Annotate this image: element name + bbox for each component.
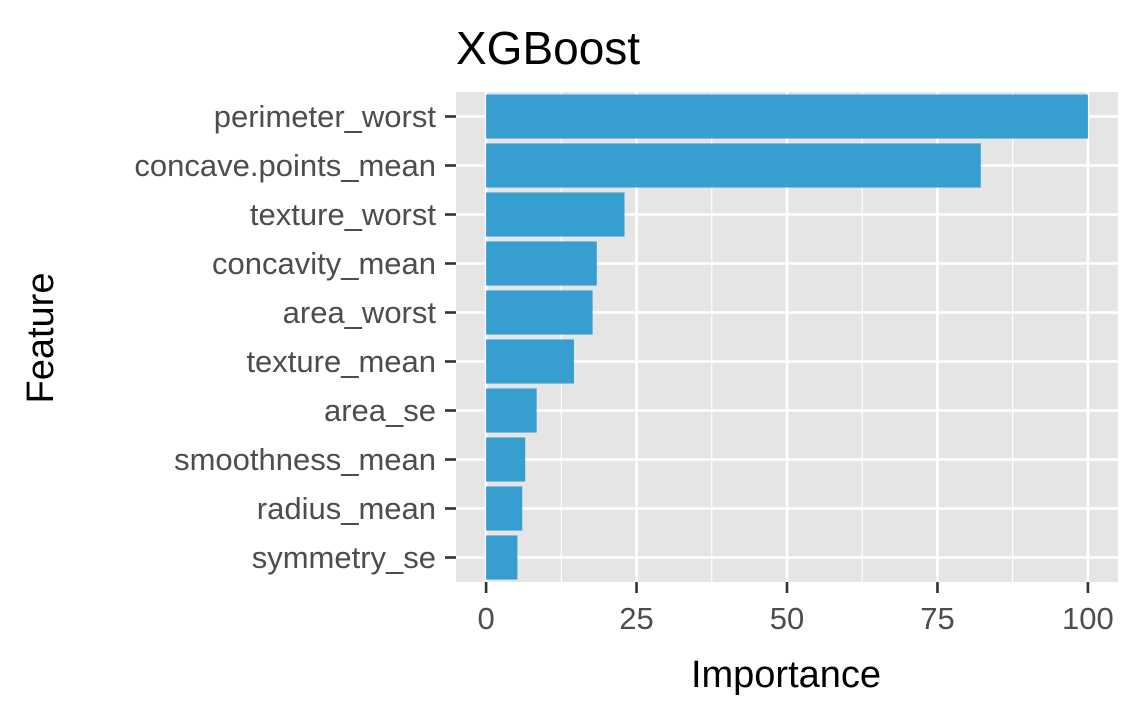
y-tick-label: smoothness_mean	[174, 442, 436, 477]
x-tick-label: 25	[619, 601, 653, 636]
bar	[486, 486, 523, 531]
x-axis-title: Importance	[691, 654, 881, 696]
y-tick-label: area_se	[324, 393, 436, 428]
x-tick-label: 50	[770, 601, 804, 636]
bar	[486, 192, 625, 237]
x-tick-label: 0	[477, 601, 494, 636]
y-tick-label: concave.points_mean	[134, 148, 436, 183]
y-tick-label: texture_worst	[250, 197, 436, 232]
bar	[486, 241, 597, 286]
bar	[486, 437, 526, 482]
y-axis-title: Feature	[20, 273, 62, 404]
bar	[486, 535, 518, 580]
y-tick-label: perimeter_worst	[214, 99, 437, 134]
x-tick-label: 100	[1062, 601, 1114, 636]
bar	[486, 290, 593, 335]
chart-title: XGBoost	[456, 22, 640, 74]
bar	[486, 388, 537, 433]
y-tick-label: symmetry_se	[252, 540, 436, 575]
y-tick-label: concavity_mean	[212, 246, 436, 281]
y-tick-label: radius_mean	[257, 491, 436, 526]
y-tick-label: area_worst	[283, 295, 437, 330]
bar	[486, 143, 981, 188]
y-axis: perimeter_worst concave.points_meantextur…	[134, 99, 456, 575]
x-tick-label: 75	[920, 601, 954, 636]
x-axis: 0 25 50 75 100	[477, 582, 1114, 636]
y-tick-label: texture_mean	[246, 344, 436, 379]
bars	[486, 94, 1088, 580]
bar	[486, 94, 1088, 139]
bar	[486, 339, 574, 384]
